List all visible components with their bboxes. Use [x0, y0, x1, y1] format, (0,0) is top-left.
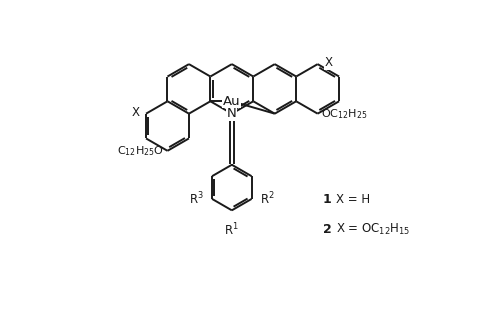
- Text: 1: 1: [322, 193, 332, 206]
- Text: $\mathregular{R^3}$: $\mathregular{R^3}$: [189, 191, 204, 207]
- Text: Au: Au: [223, 95, 240, 108]
- Text: N: N: [227, 107, 236, 120]
- Text: X: X: [132, 106, 140, 119]
- Text: OC$\mathregular{_{12}H_{25}}$: OC$\mathregular{_{12}H_{25}}$: [321, 107, 368, 121]
- Text: 2: 2: [322, 223, 332, 236]
- Text: $\mathregular{R^1}$: $\mathregular{R^1}$: [224, 222, 239, 238]
- Text: $\mathregular{R^2}$: $\mathregular{R^2}$: [260, 191, 274, 207]
- Text: $\mathregular{C_{12}H_{25}}$O: $\mathregular{C_{12}H_{25}}$O: [118, 144, 164, 158]
- Text: X = H: X = H: [336, 193, 370, 206]
- Text: X: X: [324, 56, 332, 69]
- Text: X = OC$\mathregular{_{12}H_{15}}$: X = OC$\mathregular{_{12}H_{15}}$: [336, 222, 410, 237]
